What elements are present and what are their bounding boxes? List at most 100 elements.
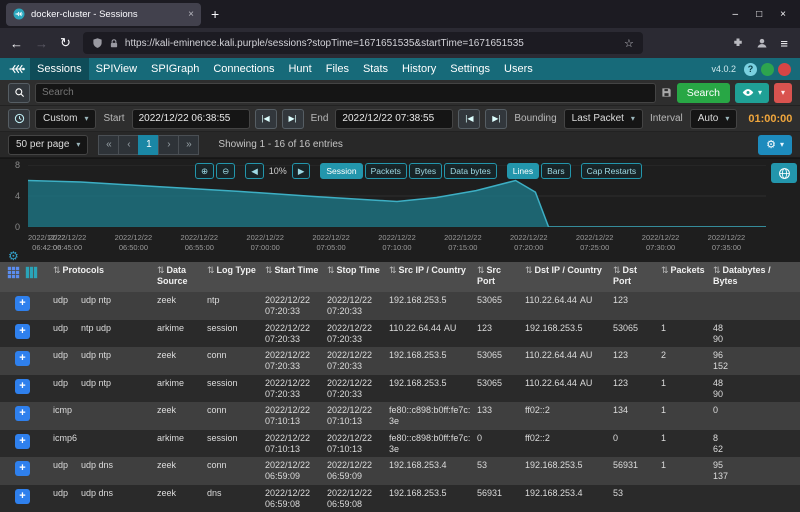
bounding-select[interactable]: Last Packet ▾ (563, 108, 643, 129)
table-row[interactable]: + udp udp dns zeek conn 2022/12/22 06:59:09 202… (0, 457, 800, 485)
search-expand-button[interactable] (8, 82, 30, 103)
map-toggle-button[interactable] (771, 163, 797, 183)
window-minimize-icon[interactable]: – (732, 8, 739, 20)
nav-item-files[interactable]: Files (325, 63, 349, 75)
page-size-select[interactable]: 50 per page ▾ (8, 134, 89, 155)
table-row[interactable]: + udp ntp udp arkime session 2022/12/22 07:20:… (0, 319, 800, 347)
expand-session-button[interactable]: + (15, 351, 30, 366)
chart-metric-packets-button[interactable]: Packets (364, 163, 407, 179)
cap-restarts-button[interactable]: Cap Restarts (580, 163, 643, 179)
expand-session-button[interactable]: + (15, 461, 30, 476)
extensions-icon[interactable] (732, 37, 744, 49)
table-settings-gear-icon[interactable]: ⚙ (8, 249, 19, 263)
table-options-button[interactable]: ⚙ ▾ (758, 134, 792, 155)
table-row[interactable]: + icmp zeek conn 2022/12/22 07:10:13 2022/12/2… (0, 402, 800, 430)
src-ip-cell: 192.168.253.5 (386, 375, 474, 403)
nav-item-sessions[interactable]: Sessions (30, 58, 89, 80)
window-maximize-icon[interactable]: □ (756, 8, 763, 20)
data-source-cell: zeek (157, 350, 177, 360)
end-nudge-forward-button[interactable]: ▶| (485, 108, 508, 129)
table-row[interactable]: + udp udp ntp zeek conn 2022/12/22 07:20:33 202… (0, 347, 800, 375)
column-header-dst_ip_country[interactable]: ⇅ Dst IP / Country (522, 262, 610, 292)
chart-metric-data-bytes-button[interactable]: Data bytes (444, 163, 497, 179)
column-header-log_type[interactable]: ⇅ Log Type (204, 262, 262, 292)
nav-item-connections[interactable]: Connections (213, 63, 275, 75)
page-button-current[interactable]: 1 (138, 134, 160, 155)
column-header-packets[interactable]: ⇅ Packets (658, 262, 710, 292)
nav-item-spigraph[interactable]: SPIGraph (151, 63, 200, 75)
shield-icon[interactable] (92, 37, 103, 49)
pager-nav-button[interactable]: » (178, 134, 200, 155)
column-header-stop_time[interactable]: ⇅ Stop Time (324, 262, 386, 292)
expand-session-button[interactable]: + (15, 296, 30, 311)
nav-item-hunt[interactable]: Hunt (288, 63, 312, 75)
start-nudge-forward-button[interactable]: ▶| (281, 108, 304, 129)
column-header-databytes_bytes[interactable]: ⇅ Databytes / Bytes (710, 262, 800, 292)
nav-item-spiview[interactable]: SPIView (95, 63, 138, 75)
zoom-in-icon[interactable]: ⊕ (195, 163, 215, 179)
pan-left-icon[interactable]: ◀ (245, 163, 264, 179)
save-search-button[interactable] (661, 87, 672, 98)
grid-view-icon[interactable] (7, 266, 20, 279)
forward-icon[interactable]: → (35, 35, 48, 51)
search-button[interactable]: Search (676, 82, 730, 103)
search-input[interactable] (35, 82, 656, 103)
chart-metric-session-button[interactable]: Session (320, 163, 363, 179)
column-header-data_source[interactable]: ⇅ Data Source (154, 262, 204, 292)
nav-item-settings[interactable]: Settings (450, 63, 491, 75)
chart-metric-bytes-button[interactable]: Bytes (408, 163, 443, 179)
actions-dropdown-button[interactable]: ▾ (773, 82, 792, 103)
table-row[interactable]: + icmp6 arkime session 2022/12/22 07:10:13 202… (0, 429, 800, 457)
lock-icon[interactable] (109, 38, 119, 49)
reload-icon[interactable]: ↻ (60, 35, 71, 50)
pager-nav-button[interactable]: › (158, 134, 180, 155)
back-icon[interactable]: ← (10, 35, 23, 51)
chart-plot-area[interactable] (28, 165, 766, 227)
menu-icon[interactable]: ≡ (780, 35, 788, 51)
nav-item-history[interactable]: History (402, 63, 437, 75)
column-header-start_time[interactable]: ⇅ Start Time (262, 262, 324, 292)
nav-item-stats[interactable]: Stats (362, 63, 389, 75)
account-icon[interactable] (756, 37, 768, 49)
tab-close-icon[interactable]: × (188, 8, 194, 20)
new-tab-button[interactable]: + (211, 6, 220, 22)
expand-session-button[interactable]: + (15, 488, 30, 504)
table-row[interactable]: + udp udp ntp arkime session 2022/12/22 07:20:… (0, 374, 800, 403)
help-icon[interactable]: ? (744, 62, 757, 76)
alert-icon[interactable] (778, 62, 791, 76)
chart-style-bars-button[interactable]: Bars (541, 163, 571, 179)
column-config-icon[interactable] (25, 266, 38, 279)
browser-tab[interactable]: docker-cluster - Sessions × (6, 2, 201, 26)
interval-select[interactable]: Auto ▾ (689, 108, 738, 129)
expand-session-button[interactable]: + (15, 323, 30, 339)
time-range-select[interactable]: Custom ▾ (35, 108, 97, 129)
zoom-out-icon[interactable]: ⊖ (216, 163, 236, 179)
table-row[interactable]: + udp udp ntp zeek ntp 2022/12/22 07:20:33 2022… (0, 292, 800, 320)
pager-nav-button[interactable]: « (98, 134, 120, 155)
bookmark-star-icon[interactable]: ☆ (624, 37, 634, 50)
start-nudge-back-button[interactable]: |◀ (254, 108, 277, 129)
x-tick-date: 2022/12/22 (707, 233, 746, 242)
expand-session-button[interactable]: + (15, 406, 30, 421)
nav-item-users[interactable]: Users (504, 63, 533, 75)
window-close-icon[interactable]: × (780, 8, 786, 20)
start-time-input[interactable] (131, 108, 250, 129)
expand-session-button[interactable]: + (15, 433, 30, 449)
column-header-src_port[interactable]: ⇅ Src Port (474, 262, 522, 292)
column-header-src_ip_country[interactable]: ⇅ Src IP / Country (386, 262, 474, 292)
column-header-protocols[interactable]: ⇅ Protocols (50, 262, 154, 292)
end-time-input[interactable] (335, 108, 454, 129)
pan-right-icon[interactable]: ▶ (291, 163, 311, 179)
health-indicator-icon[interactable] (761, 62, 774, 76)
chart-style-lines-button[interactable]: Lines (506, 163, 540, 179)
views-button[interactable]: ▾ (734, 82, 769, 103)
table-row[interactable]: + udp udp dns zeek dns 2022/12/22 06:59:08 2022… (0, 484, 800, 512)
column-header-dst_port[interactable]: ⇅ Dst Port (610, 262, 658, 292)
time-range-button[interactable] (8, 108, 30, 129)
time-text: 06:59:08 (265, 498, 301, 509)
caret-down-icon: ▾ (779, 140, 784, 149)
expand-session-button[interactable]: + (15, 378, 30, 394)
url-bar[interactable]: https://kali-eminence.kali.purple/sessio… (82, 32, 643, 54)
pager-nav-button[interactable]: ‹ (118, 134, 140, 155)
end-nudge-back-button[interactable]: |◀ (458, 108, 481, 129)
